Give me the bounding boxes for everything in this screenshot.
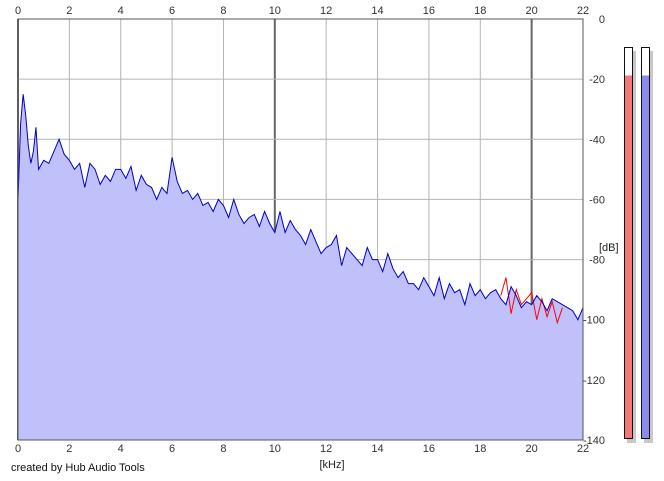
y-tick-label: -100 [583, 315, 605, 327]
x-tick-label-bottom: 4 [118, 443, 124, 455]
x-tick-label-top: 4 [118, 5, 124, 17]
x-tick-label-top: 20 [526, 5, 538, 17]
x-tick-label-bottom: 16 [423, 443, 435, 455]
y-tick-label: -60 [589, 194, 605, 206]
spectrum-fill [18, 94, 583, 440]
x-tick-label-bottom: 22 [577, 443, 589, 455]
x-axis-label: [kHz] [319, 459, 344, 471]
tick-labels: 002244668810101212141416161818202022220-… [15, 5, 605, 455]
x-tick-label-bottom: 2 [66, 443, 72, 455]
x-tick-label-top: 12 [320, 5, 332, 17]
x-tick-label-bottom: 20 [526, 443, 538, 455]
y-axis-label: [dB] [599, 242, 619, 254]
secondary-channel-line [500, 277, 563, 325]
x-tick-label-top: 22 [577, 5, 589, 17]
credit-text: created by Hub Audio Tools [11, 462, 145, 474]
x-tick-label-bottom: 0 [15, 443, 21, 455]
y-tick-label: 0 [599, 14, 605, 26]
spectrum-lines [17, 94, 584, 325]
x-tick-label-top: 10 [269, 5, 281, 17]
x-tick-label-bottom: 8 [220, 443, 226, 455]
x-tick-label-top: 16 [423, 5, 435, 17]
x-tick-label-top: 0 [15, 5, 21, 17]
y-tick-label: -140 [583, 435, 605, 447]
right-level-meter [641, 47, 650, 439]
y-tick-label: -120 [583, 375, 605, 387]
primary-channel-line [17, 94, 584, 321]
plot-frame [17, 18, 584, 441]
y-tick-label: -20 [589, 74, 605, 86]
x-tick-label-top: 14 [371, 5, 383, 17]
x-tick-label-top: 8 [220, 5, 226, 17]
y-tick-label: -80 [589, 255, 605, 267]
x-tick-label-bottom: 6 [169, 443, 175, 455]
x-tick-label-bottom: 10 [269, 443, 281, 455]
left-level-meter [624, 47, 633, 439]
x-tick-label-top: 18 [474, 5, 486, 17]
x-tick-label-bottom: 12 [320, 443, 332, 455]
spectrum-area [18, 94, 583, 440]
x-tick-label-top: 6 [169, 5, 175, 17]
y-tick-label: -40 [589, 134, 605, 146]
x-tick-label-top: 2 [66, 5, 72, 17]
x-tick-label-bottom: 18 [474, 443, 486, 455]
x-tick-label-bottom: 14 [371, 443, 383, 455]
